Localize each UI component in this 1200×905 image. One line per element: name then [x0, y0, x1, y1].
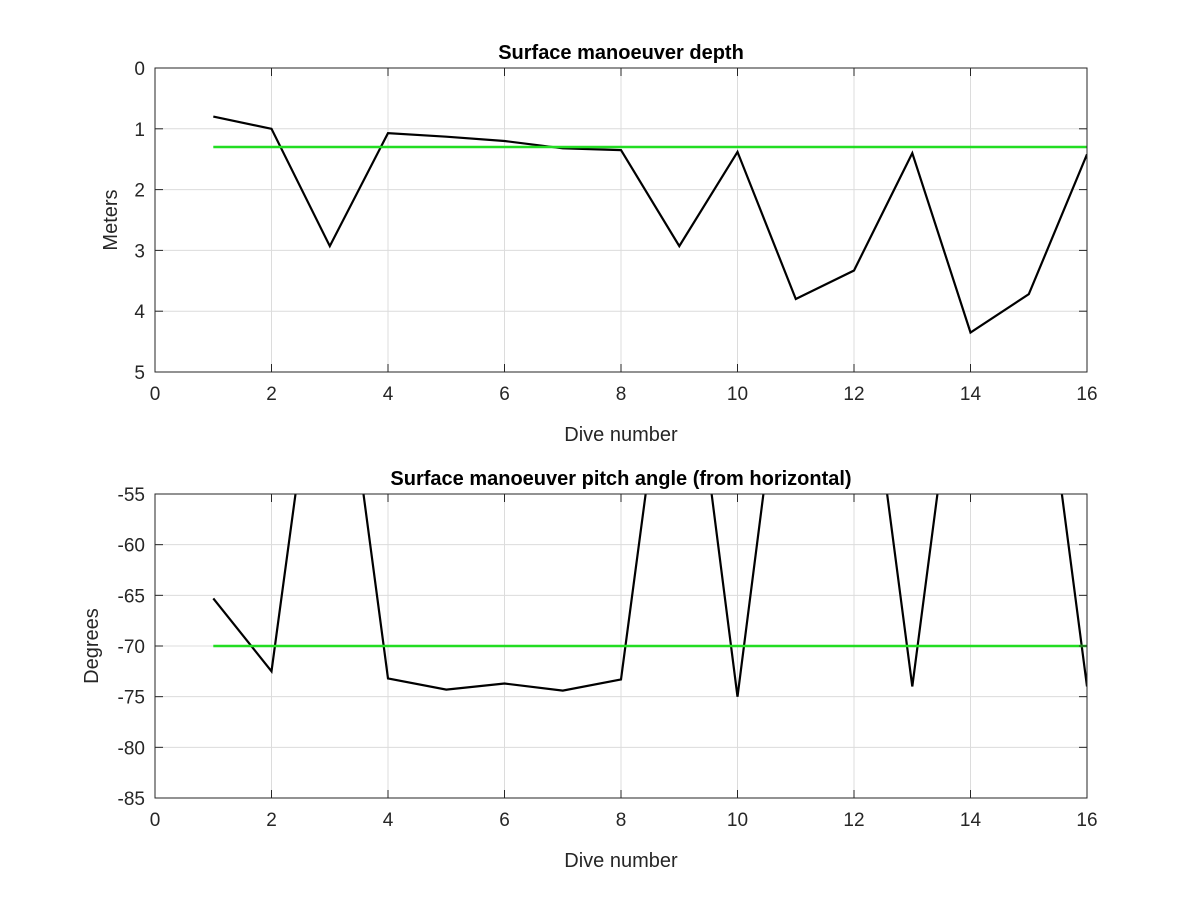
x-tick-label: 16: [1076, 810, 1097, 831]
y-tick-label: 2: [134, 181, 145, 202]
x-tick-label: 6: [499, 810, 510, 831]
y-axis-label: Degrees: [81, 608, 103, 684]
y-tick-label: -60: [118, 536, 145, 557]
x-tick-label: 0: [150, 384, 161, 405]
series-line-1: [213, 115, 1087, 335]
chart-title: Surface manoeuver pitch angle (from hori…: [390, 468, 851, 490]
x-tick-label: 2: [266, 384, 277, 405]
x-tick-label: 12: [843, 384, 864, 405]
x-tick-label: 14: [960, 810, 982, 831]
x-tick-label: 4: [383, 810, 394, 831]
x-tick-label: 16: [1076, 384, 1097, 405]
y-tick-label: -70: [118, 637, 145, 658]
x-tick-label: 0: [150, 810, 161, 831]
y-tick-label: -85: [118, 789, 145, 810]
x-tick-label: 14: [960, 384, 982, 405]
x-tick-label: 4: [383, 384, 394, 405]
y-tick-label: 5: [134, 363, 145, 384]
x-tick-label: 8: [616, 810, 627, 831]
y-tick-label: -55: [118, 485, 145, 506]
x-tick-label: 2: [266, 810, 277, 831]
y-tick-label: 1: [134, 120, 145, 141]
y-tick-label: -65: [118, 586, 145, 607]
x-axis-label: Dive number: [564, 424, 678, 446]
y-tick-label: 4: [134, 302, 145, 323]
y-axis-label: Meters: [100, 189, 122, 250]
x-tick-label: 6: [499, 384, 510, 405]
x-axis-label: Dive number: [564, 850, 678, 872]
x-tick-label: 10: [727, 384, 748, 405]
chart-2: 0 2 4 6 8 10 12 14 16 -55 -60 -65 -70 -75 -80 -85 Surfac…: [81, 468, 1098, 872]
y-tick-label: -80: [118, 738, 145, 759]
x-tick-label: 10: [727, 810, 748, 831]
chart-title: Surface manoeuver depth: [498, 42, 744, 64]
y-tick-label: 3: [134, 241, 145, 262]
y-tick-label: -75: [118, 688, 145, 709]
y-tick-label: 0: [134, 59, 145, 80]
x-tick-label: 8: [616, 384, 627, 405]
x-tick-label: 12: [843, 810, 864, 831]
